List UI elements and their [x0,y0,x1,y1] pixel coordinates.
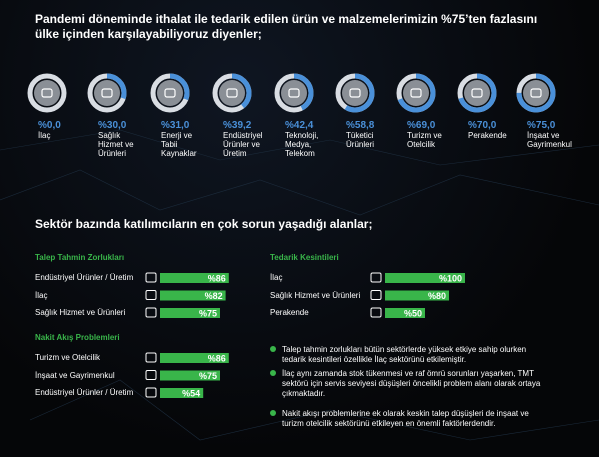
bar [160,290,226,301]
bar-value: %54 [182,389,200,399]
bar [160,370,220,381]
bar-value: %50 [404,309,422,319]
donut-label: Teknoloji, Medya, Telekom [285,131,319,158]
donut-arc [150,73,190,113]
bar-value: %80 [428,291,446,301]
bar-label: Perakende [270,308,309,317]
bar-label: Endüstriyel Ürünler / Üretim [35,273,134,282]
icon [370,272,382,283]
section-title: Sektör bazında katılımcıların en çok sor… [35,217,373,231]
donut-center [157,80,183,106]
donut-value: %0,0 [38,120,61,131]
donut-label: Enerji ve Tabii Kaynaklar [161,131,197,158]
donut-center [219,80,245,106]
group-title: Tedarik Kesintileri [270,253,339,262]
icon [349,88,361,98]
donut-label: Sağlık Hizmet ve Ürünleri [98,131,134,158]
icon [226,88,238,98]
icon [101,88,113,98]
bullet-dot [270,346,276,352]
bar-label: İnşaat ve Gayrimenkul [35,370,115,380]
donut-value: %30,0 [98,120,127,131]
donut-value: %42,4 [285,120,314,131]
donut-center [523,80,549,106]
bar-value: %82 [205,291,223,301]
bar-label: Sağlık Hizmet ve Ürünleri [270,290,361,300]
bar-label: İlaç [35,290,48,300]
donut-arc [87,73,127,113]
donut-value: %39,2 [223,120,252,131]
donut-arc [212,73,252,113]
donut-center [281,80,307,106]
bullet-dot [270,410,276,416]
bar [160,388,204,398]
donut-label: İnşaat ve Gayrimenkul [527,131,572,149]
bar [160,273,229,283]
bar-label: İlaç [270,273,283,282]
bar-value: %86 [208,274,226,284]
bar-label: Endüstriyel Ürünler / Üretim [35,388,134,397]
bar [160,353,229,363]
donut-arc [274,73,314,113]
icon [145,290,157,300]
icon [370,290,382,300]
donut-arc [396,73,436,113]
donut-arc [457,73,497,113]
icon [370,307,382,318]
bar-value: %86 [208,354,226,364]
bar-value: %75 [199,309,217,319]
donut-center [464,80,490,106]
donut-value: %58,8 [346,120,375,131]
donut-track [27,73,67,113]
donut-arc [335,73,375,113]
group-title: Nakit Akış Problemleri [35,333,120,342]
icon [145,307,157,318]
bar-value: %100 [439,274,462,284]
bar-value: %75 [199,371,217,381]
icon [145,370,157,380]
icon [530,88,542,98]
donut-label: Perakende [468,131,507,140]
network-bg [0,129,599,441]
icon [145,352,157,363]
bar [385,308,425,318]
icon [410,88,422,98]
icon [145,272,157,283]
group-title: Talep Tahmin Zorlukları [35,253,125,262]
donut-arc [516,73,556,113]
donut-center [342,80,368,106]
bullet-dot [270,370,276,376]
bar-label: Turizm ve Otelcilik [35,353,101,362]
bar [385,290,449,301]
bar [160,308,220,318]
donut-center [94,80,120,106]
donut-value: %70,0 [468,120,497,131]
icon [288,88,300,98]
bar [385,273,465,283]
donut-label: İlaç [38,131,51,140]
donut-label: Tüketici Ürünleri [346,131,375,149]
donut-label: Endüstriyel Ürünler ve Üretim [223,131,263,158]
bullet-text: İlaç aynı zamanda stok tükenmesi ve raf … [282,369,541,398]
donut-value: %69,0 [407,120,436,131]
bullet-text: Nakit akışı problemlerine ek olarak kesk… [282,409,529,428]
donut-center [34,80,60,106]
donut-value: %31,0 [161,120,190,131]
donut-center [403,80,429,106]
donut-value: %75,0 [527,120,556,131]
bullet-text: Talep tahmin zorlukları bütün sektörlerd… [282,345,527,364]
title: Pandemi döneminde ithalat ile tedarik ed… [35,12,538,41]
bar-label: Sağlık Hizmet ve Ürünleri [35,308,126,317]
icon [471,88,483,98]
donut-label: Turizm ve Otelcilik [407,131,442,149]
icon [164,88,176,98]
icon [41,88,53,98]
icon [145,387,157,398]
